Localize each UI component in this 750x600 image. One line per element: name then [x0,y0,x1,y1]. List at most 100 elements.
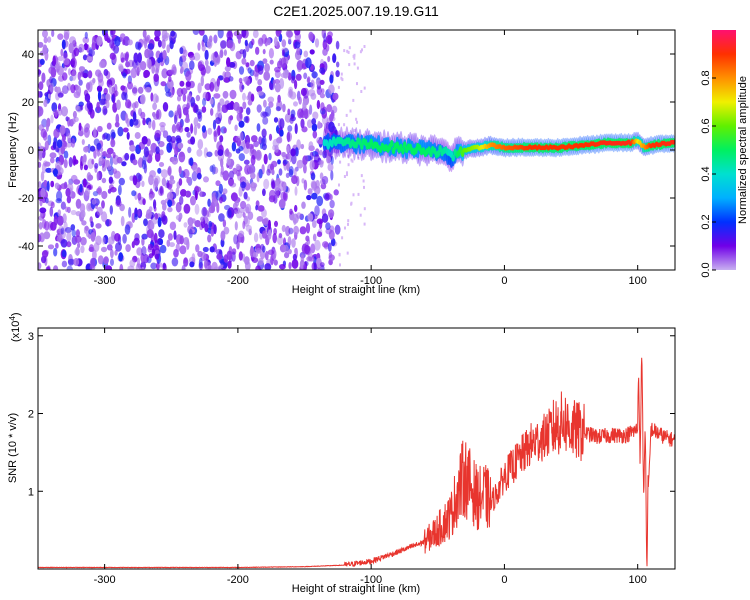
noise-cell [262,116,269,125]
noise-cell [136,247,143,256]
noise-cell [321,213,329,223]
noise-cell [60,239,68,248]
noise-cell [183,257,189,267]
noise-cell [274,66,281,73]
noise-cell [65,142,73,148]
noise-cell [252,69,260,77]
noise-cell [107,165,112,171]
noise-cell [213,34,218,44]
noise-cell [57,92,64,98]
noise-cell [326,156,331,164]
noise-cell [47,93,52,99]
noise-cell [268,48,274,59]
snr-y-tick-label: 3 [28,331,34,343]
noise-cell [84,225,89,231]
noise-cell [289,91,297,100]
noise-cell [110,249,114,259]
noise-cell [38,81,44,91]
noise-cell [104,32,109,42]
noise-cell [52,55,56,67]
noise-cell [260,243,265,251]
noise-cell [68,42,74,54]
noise-cell [306,77,310,84]
noise-cell [94,162,99,169]
noise-cell [39,198,43,207]
noise-cell [165,91,172,97]
noise-cell [146,229,154,239]
noise-cell [118,184,122,196]
noise-cell [63,150,69,159]
noise-cell [335,40,340,50]
noise-cell [182,93,187,102]
noise-cell [285,30,293,38]
spectrogram-panel: -300 -200 -100 0 100 40 20 0 -20 -40 Height of s… [7,29,676,296]
noise-cell [124,53,129,62]
noise-cell [250,93,255,102]
noise-cell [258,257,264,266]
noise-cell [287,72,292,81]
noise-cell [251,135,258,143]
noise-cell [83,43,88,51]
noise-cell [288,35,292,44]
noise-cell [335,70,340,78]
noise-cell [239,81,244,93]
noise-cell [121,161,127,167]
noise-cell [290,75,296,84]
noise-cell [96,35,103,46]
noise-cell [355,117,358,121]
noise-cell [329,194,333,201]
noise-cell [189,60,195,70]
noise-cell [140,94,146,105]
noise-cell [238,66,245,75]
noise-cell [180,87,188,95]
noise-cell [178,166,182,175]
noise-cell [215,248,223,256]
noise-cell [223,49,227,56]
noise-cell [137,209,141,217]
noise-cell [309,160,315,171]
noise-cell [166,79,174,89]
noise-cell [81,155,87,166]
noise-cell [38,262,42,270]
noise-cell [345,113,348,117]
noise-cell [317,120,321,130]
noise-cell [50,157,55,164]
noise-cell [178,151,186,163]
noise-cell [223,254,229,263]
noise-cell [275,106,281,112]
noise-cell [278,233,283,239]
noise-cell [337,123,340,127]
noise-cell [175,202,182,213]
noise-cell [333,189,339,196]
noise-cell [61,106,68,117]
noise-cell [348,146,351,150]
colorbar-ramp [712,30,736,270]
snr-x-tick-label: 100 [629,574,647,586]
noise-cell [43,99,48,108]
noise-cell [257,205,265,212]
snr-y-ticks: 3 2 1 [28,331,675,498]
noise-cell [296,212,302,219]
noise-cell [62,85,69,94]
noise-cell [197,139,204,150]
noise-cell [60,227,65,235]
noise-cell [146,209,152,220]
noise-cell [114,233,121,242]
noise-cell [359,213,362,217]
noise-cell [323,32,327,43]
noise-cell [177,107,182,116]
noise-cell [78,43,85,53]
noise-cell [142,198,146,206]
noise-cell [86,56,94,62]
noise-cell [38,41,44,48]
noise-cell [271,181,276,189]
noise-cell [255,149,262,161]
noise-cell [110,138,116,148]
noise-cell [303,179,308,191]
noise-cell [319,172,324,180]
noise-cell [100,246,108,253]
noise-cell [151,119,156,131]
noise-cell [194,190,198,201]
noise-cell [55,242,59,249]
